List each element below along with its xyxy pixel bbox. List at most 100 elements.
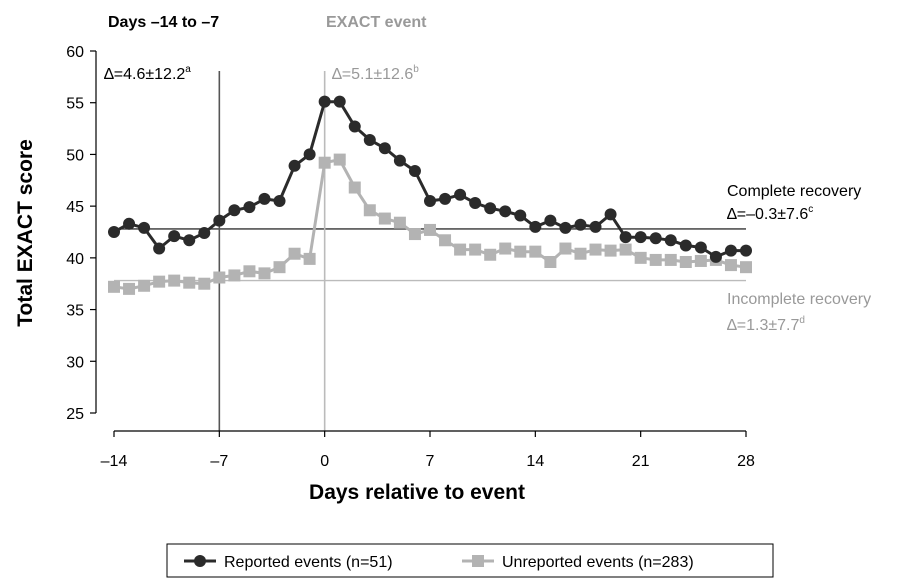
unreported-point bbox=[634, 251, 647, 264]
header-days-window: Days –14 to –7 bbox=[108, 14, 219, 31]
incomplete-delta-text: ∆=1.3±7.7 bbox=[727, 317, 800, 334]
reported-point bbox=[198, 227, 211, 240]
unreported-point bbox=[288, 247, 301, 260]
unreported-point bbox=[363, 204, 376, 217]
reported-point bbox=[153, 242, 166, 255]
unreported-point bbox=[439, 234, 452, 247]
unreported-series bbox=[108, 153, 752, 295]
unreported-point bbox=[198, 277, 211, 290]
event-delta-sup: b bbox=[413, 64, 419, 75]
x-tick-label: 0 bbox=[320, 453, 329, 470]
x-axis-title: Days relative to event bbox=[309, 481, 525, 504]
y-axis-title: Total EXACT score bbox=[14, 139, 37, 326]
event-delta-text: ∆=5.1±12.6 bbox=[332, 66, 413, 83]
unreported-point bbox=[333, 153, 346, 166]
x-tick-label: –14 bbox=[101, 453, 128, 470]
reported-point bbox=[664, 234, 677, 247]
y-tick-label: 60 bbox=[66, 44, 84, 61]
unreported-point bbox=[589, 243, 602, 256]
pre-event-delta-annotation: ∆=4.6±12.2a bbox=[104, 64, 191, 83]
unreported-point bbox=[273, 261, 286, 274]
reported-point bbox=[574, 218, 587, 231]
reported-point bbox=[499, 205, 512, 218]
unreported-point bbox=[649, 253, 662, 266]
x-tick-label: –7 bbox=[210, 453, 228, 470]
reported-point bbox=[273, 194, 286, 207]
reported-point bbox=[348, 120, 361, 133]
unreported-point bbox=[740, 261, 752, 274]
reported-point bbox=[439, 192, 452, 205]
reported-point bbox=[318, 95, 331, 108]
unreported-point bbox=[529, 245, 542, 258]
unreported-point bbox=[258, 267, 271, 280]
reported-point bbox=[484, 202, 497, 215]
axes: 25 30 35 40 45 50 55 60 –14 –7 0 7 14 21 28 bbox=[66, 44, 755, 470]
unreported-point bbox=[604, 244, 617, 257]
unreported-point bbox=[318, 156, 331, 169]
reported-point bbox=[559, 221, 572, 234]
reported-point bbox=[213, 214, 226, 227]
reported-point bbox=[408, 164, 421, 177]
reported-point bbox=[424, 194, 436, 207]
y-tick-label: 50 bbox=[66, 147, 84, 164]
reported-point bbox=[228, 204, 241, 217]
unreported-point bbox=[559, 242, 572, 255]
reported-point bbox=[138, 221, 151, 234]
y-tick-label: 40 bbox=[66, 251, 84, 268]
unreported-point bbox=[454, 243, 467, 256]
unreported-point bbox=[153, 275, 166, 288]
legend-unreported-label: Unreported events (n=283) bbox=[502, 554, 694, 571]
unreported-point bbox=[123, 282, 136, 295]
reported-point bbox=[303, 148, 316, 161]
unreported-point bbox=[108, 280, 120, 293]
unreported-point bbox=[694, 254, 707, 267]
x-tick-label: 14 bbox=[526, 453, 544, 470]
series-layer bbox=[108, 95, 752, 295]
pre-event-delta-sup: a bbox=[185, 64, 191, 75]
legend-unreported-marker bbox=[472, 555, 484, 567]
unreported-point bbox=[243, 265, 256, 278]
reported-point bbox=[378, 142, 391, 155]
reported-point bbox=[649, 232, 662, 245]
reported-point bbox=[168, 230, 181, 243]
reported-point bbox=[694, 241, 707, 254]
complete-recovery-title: Complete recovery bbox=[727, 183, 861, 200]
unreported-point bbox=[408, 228, 421, 241]
unreported-point bbox=[679, 255, 692, 268]
unreported-point bbox=[619, 243, 632, 256]
reported-point bbox=[529, 220, 542, 233]
y-tick-label: 30 bbox=[66, 354, 84, 371]
incomplete-recovery-delta: ∆=1.3±7.7d bbox=[727, 315, 805, 334]
y-tick-label: 45 bbox=[66, 199, 84, 216]
reported-point bbox=[679, 239, 692, 252]
unreported-point bbox=[183, 276, 196, 289]
reference-lines bbox=[114, 71, 746, 431]
unreported-point bbox=[484, 248, 497, 261]
unreported-point bbox=[424, 223, 436, 236]
unreported-point bbox=[664, 253, 677, 266]
unreported-point bbox=[348, 181, 361, 194]
reported-point bbox=[454, 188, 467, 201]
y-tick-label: 35 bbox=[66, 303, 84, 320]
unreported-point bbox=[303, 252, 316, 265]
unreported-point bbox=[393, 216, 406, 229]
reported-point bbox=[544, 214, 557, 227]
reported-point bbox=[123, 217, 136, 230]
unreported-point bbox=[514, 245, 527, 258]
unreported-point bbox=[469, 243, 482, 256]
reported-point bbox=[709, 250, 722, 263]
event-delta-annotation: ∆=5.1±12.6b bbox=[332, 64, 419, 83]
unreported-point bbox=[168, 274, 181, 287]
reported-point bbox=[243, 201, 256, 214]
x-tick-label: 28 bbox=[737, 453, 755, 470]
incomplete-recovery-title: Incomplete recovery bbox=[727, 291, 871, 308]
reported-point bbox=[183, 234, 196, 247]
pre-event-delta-text: ∆=4.6±12.2 bbox=[104, 66, 185, 83]
complete-recovery-delta: ∆=–0.3±7.6c bbox=[727, 204, 813, 223]
unreported-point bbox=[724, 259, 737, 272]
reported-point bbox=[604, 208, 617, 221]
reported-point bbox=[108, 226, 120, 238]
y-tick-label: 25 bbox=[66, 406, 84, 423]
reported-point bbox=[724, 244, 737, 257]
